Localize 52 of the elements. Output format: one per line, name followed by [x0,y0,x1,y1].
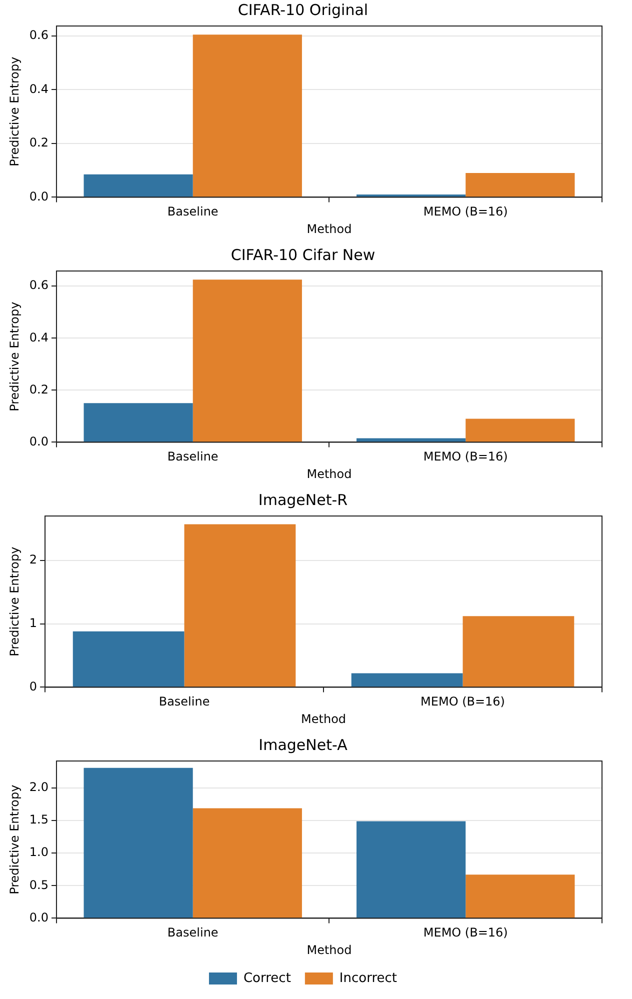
x-axis-title: Method [306,466,352,481]
chart-title: ImageNet-R [258,490,348,509]
bar [462,616,574,687]
y-tick-label: 2 [29,552,38,567]
x-tick-label: Baseline [167,450,218,464]
y-tick-label: 0.2 [29,382,48,396]
x-axis-title: Method [306,942,352,957]
bar [466,874,575,918]
y-tick-label: 0.0 [29,434,48,448]
y-axis-title: Predictive Entropy [7,784,22,894]
y-tick-label: 0.4 [29,82,48,96]
x-tick-label: Baseline [158,694,210,709]
chart-title: CIFAR-10 Cifar New [230,246,376,264]
y-tick-label: 0.5 [29,878,48,892]
bar [466,173,575,197]
bar [351,673,463,687]
y-axis-title: Predictive Entropy [7,546,22,656]
x-tick-label: Baseline [167,926,218,940]
y-tick-label: 0.2 [29,136,48,150]
y-tick-label: 0.0 [29,910,48,924]
y-tick-label: 2.0 [29,780,48,794]
y-tick-label: 0.4 [29,330,48,344]
y-tick-label: 1 [29,616,38,630]
x-tick-label: MEMO (B=16) [420,694,505,709]
x-tick-label: MEMO (B=16) [423,204,508,219]
chart-title: ImageNet-A [258,736,348,754]
y-tick-label: 0.6 [29,278,48,292]
bar [72,631,184,687]
x-tick-label: MEMO (B=16) [423,450,508,464]
y-tick-label: 0.6 [29,28,48,42]
x-tick-label: MEMO (B=16) [423,926,508,940]
bar [84,174,193,197]
y-tick-label: 0 [29,679,38,694]
x-tick-label: Baseline [167,204,218,219]
x-axis-title: Method [306,222,352,236]
bar [356,821,466,918]
y-tick-label: 0.0 [29,189,48,204]
y-axis-title: Predictive Entropy [7,302,22,412]
legend-label: Correct [243,970,291,986]
y-tick-label: 1.5 [29,812,48,827]
y-axis-title: Predictive Entropy [7,56,22,166]
x-axis-title: Method [301,712,346,726]
bar [192,808,302,918]
bar [192,34,302,197]
bar [466,418,575,442]
chart-title: CIFAR-10 Original [238,0,368,19]
bar [84,768,193,918]
bar [184,524,296,687]
bar [84,403,193,442]
bar [192,280,302,442]
legend-label: Incorrect [339,970,398,986]
y-tick-label: 1.0 [29,845,48,860]
